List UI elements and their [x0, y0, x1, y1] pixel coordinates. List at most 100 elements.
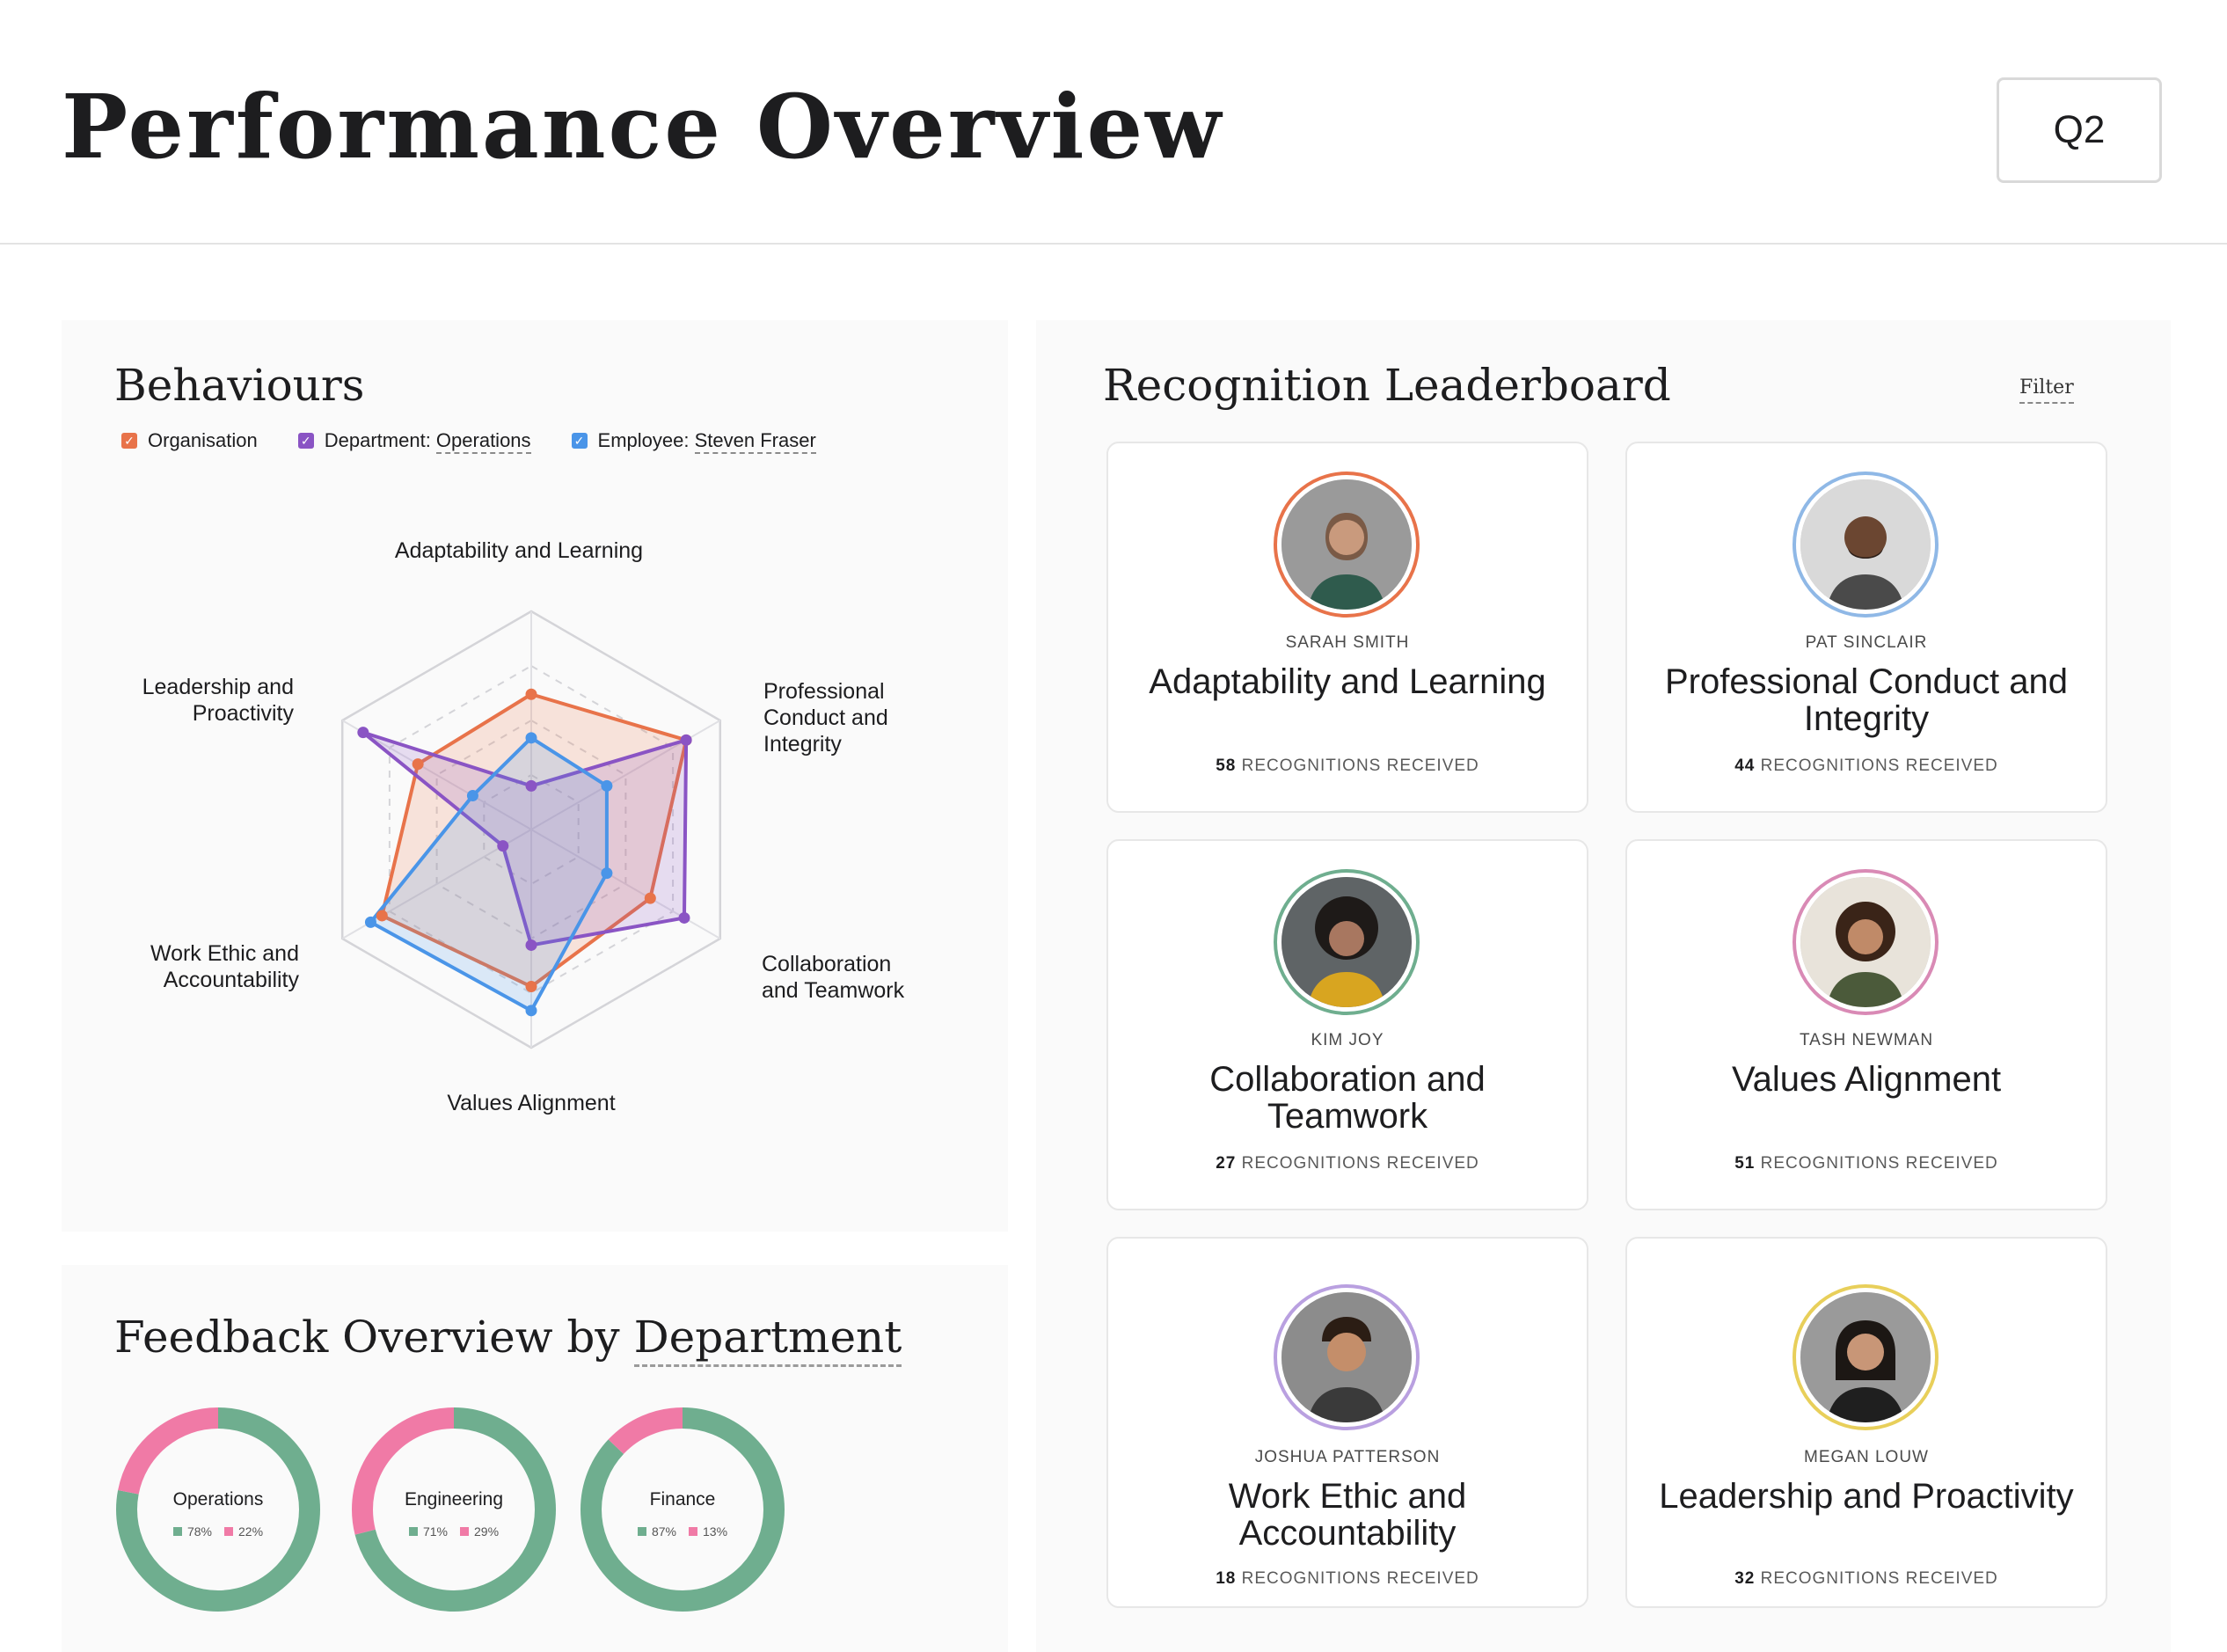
- radar-point: [525, 939, 537, 951]
- employee-name: JOSHUA PATTERSON: [1254, 1448, 1441, 1466]
- radar-point: [678, 911, 690, 924]
- avatar-ring: [1274, 1284, 1420, 1430]
- avatar-ring: [1793, 869, 1939, 1015]
- leaderboard-card[interactable]: JOSHUA PATTERSON Work Ethic and Accounta…: [1106, 1237, 1588, 1608]
- leaderboard-card[interactable]: KIM JOY Collaboration and Teamwork 27 RE…: [1106, 839, 1588, 1210]
- department-grouping-selector[interactable]: Department: [633, 1312, 902, 1367]
- negative-swatch: [224, 1527, 233, 1536]
- leaderboard-card[interactable]: MEGAN LOUW Leadership and Proactivity 32…: [1625, 1237, 2107, 1608]
- recognition-count: 58 RECOGNITIONS RECEIVED: [1108, 757, 1587, 776]
- filter-button[interactable]: Filter: [2019, 376, 2074, 404]
- negative-value: 13%: [703, 1524, 728, 1539]
- radar-point: [601, 779, 613, 792]
- donut-chart: [352, 1407, 556, 1612]
- radar-axis-label: Values Alignment: [447, 1091, 615, 1115]
- leaderboard-card[interactable]: TASH NEWMAN Values Alignment 51 RECOGNIT…: [1625, 839, 2107, 1210]
- behaviour-title: Collaboration and Teamwork: [1209, 1060, 1486, 1136]
- legend-item-employee[interactable]: ✓ Employee: Steven Fraser: [571, 429, 816, 454]
- avatar-ring: [1274, 869, 1420, 1015]
- quarter-select-button[interactable]: Q2: [1997, 77, 2162, 183]
- donut-engineering[interactable]: Engineering 71% 29%: [348, 1404, 559, 1615]
- avatar-ring: [1793, 471, 1939, 618]
- count-value: 27: [1216, 1154, 1237, 1173]
- checkbox-icon[interactable]: ✓: [121, 433, 137, 449]
- leaderboard-title: Recognition Leaderboard: [1103, 360, 1671, 411]
- positive-stat: 78%: [172, 1524, 212, 1539]
- behaviours-radar-chart: Adaptability and Learning Professional Con…: [142, 538, 905, 1115]
- person-icon: [1800, 1292, 1931, 1422]
- negative-stat: 29%: [460, 1524, 499, 1539]
- radar-axis-label: Leadership and Proactivity: [142, 675, 295, 726]
- legend-label: Organisation: [148, 429, 258, 451]
- department-name: Finance: [649, 1489, 716, 1509]
- recognition-count: 18 RECOGNITIONS RECEIVED: [1108, 1569, 1587, 1589]
- avatar-ring: [1793, 1284, 1939, 1430]
- avatar: [1281, 877, 1412, 1007]
- behaviours-legend: ✓ Organisation ✓ Department: Operations …: [121, 429, 816, 454]
- person-icon: [1281, 877, 1412, 1007]
- recognition-count: 44 RECOGNITIONS RECEIVED: [1627, 757, 2106, 776]
- radar-point: [466, 790, 478, 802]
- radar-point: [644, 892, 656, 904]
- employee-selector[interactable]: Steven Fraser: [694, 429, 816, 454]
- leaderboard-card[interactable]: PAT SINCLAIR Professional Conduct and In…: [1625, 442, 2107, 813]
- donut-finance[interactable]: Finance 87% 13%: [577, 1404, 788, 1615]
- donut-center: Operations 78% 22%: [113, 1404, 324, 1615]
- donut-stats: 87% 13%: [637, 1524, 728, 1539]
- leaderboard-card[interactable]: SARAH SMITH Adaptability and Learning 58…: [1106, 442, 1588, 813]
- avatar: [1281, 479, 1412, 610]
- positive-value: 71%: [422, 1524, 448, 1539]
- count-suffix: RECOGNITIONS RECEIVED: [1241, 757, 1479, 775]
- radar-point: [497, 840, 509, 852]
- feedback-panel: Feedback Overview by Department Operatio…: [62, 1265, 1008, 1652]
- donut-chart: [116, 1407, 320, 1612]
- employee-name: TASH NEWMAN: [1799, 1031, 1934, 1049]
- behaviour-title: Professional Conduct and Integrity: [1664, 662, 2069, 738]
- radar-axis-label: Collaboration and Teamwork: [762, 952, 905, 1003]
- person-icon: [1281, 1292, 1412, 1422]
- radar-point: [601, 867, 613, 880]
- radar-axis-label: Adaptability and Learning: [395, 538, 643, 563]
- legend-label: Department: Operations: [325, 429, 531, 454]
- donut-operations[interactable]: Operations 78% 22%: [113, 1404, 324, 1615]
- count-suffix: RECOGNITIONS RECEIVED: [1760, 757, 1998, 775]
- legend-item-organisation[interactable]: ✓ Organisation: [121, 429, 258, 452]
- radar-axis-label: Work Ethic and Accountability: [150, 941, 300, 992]
- count-value: 44: [1734, 757, 1756, 775]
- negative-value: 29%: [474, 1524, 500, 1539]
- legend-item-department[interactable]: ✓ Department: Operations: [297, 429, 531, 454]
- donut-chart: [580, 1407, 785, 1612]
- person-icon: [1800, 877, 1931, 1007]
- radar-point: [525, 779, 537, 792]
- checkbox-icon[interactable]: ✓: [571, 433, 588, 449]
- avatar: [1800, 1292, 1931, 1422]
- employee-name: PAT SINCLAIR: [1805, 633, 1928, 652]
- avatar-ring: [1274, 471, 1420, 618]
- checkbox-icon[interactable]: ✓: [297, 433, 314, 449]
- radar-point: [376, 910, 388, 922]
- department-selector[interactable]: Operations: [435, 429, 531, 454]
- donut-center: Finance 87% 13%: [577, 1404, 788, 1615]
- radar-point: [525, 732, 537, 744]
- donut-center: Engineering 71% 29%: [348, 1404, 559, 1615]
- avatar: [1281, 1292, 1412, 1422]
- feedback-title: Feedback Overview by Department: [114, 1311, 902, 1367]
- donut-positive-segment: [116, 1407, 320, 1612]
- radar-spoke: [341, 720, 532, 830]
- header-divider: [0, 243, 2227, 245]
- leaderboard-cards: SARAH SMITH Adaptability and Learning 58…: [1106, 442, 2116, 1612]
- behaviour-title: Adaptability and Learning: [1149, 662, 1546, 701]
- recognition-count: 27 RECOGNITIONS RECEIVED: [1108, 1154, 1587, 1173]
- radar-point: [525, 981, 537, 993]
- positive-swatch: [172, 1527, 182, 1536]
- count-value: 51: [1734, 1154, 1756, 1173]
- avatar: [1800, 479, 1931, 610]
- behaviour-title: Values Alignment: [1731, 1060, 2002, 1099]
- positive-stat: 87%: [637, 1524, 676, 1539]
- positive-value: 87%: [651, 1524, 676, 1539]
- count-value: 32: [1734, 1569, 1756, 1588]
- employee-name: SARAH SMITH: [1285, 633, 1410, 652]
- person-icon: [1800, 479, 1931, 610]
- donut-stats: 71% 29%: [408, 1524, 499, 1539]
- radar-point: [525, 688, 537, 700]
